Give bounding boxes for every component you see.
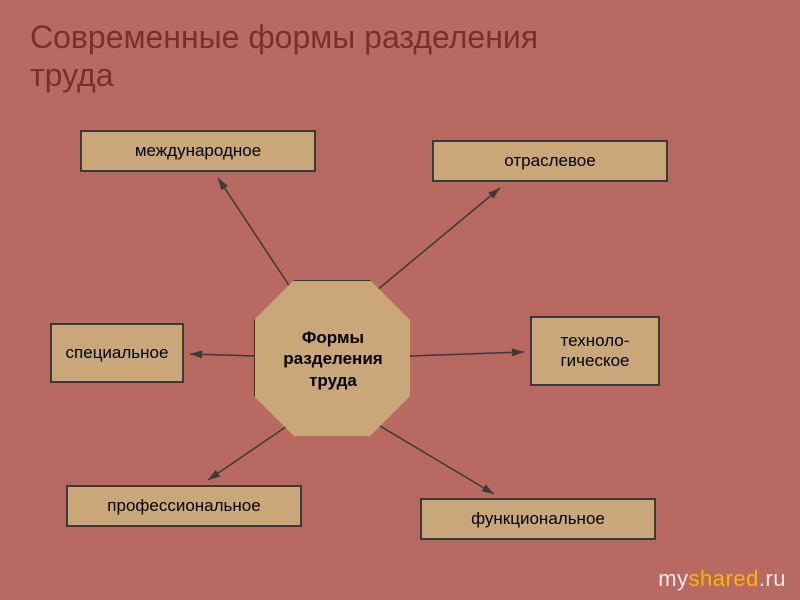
- box-special: специальное: [50, 323, 184, 383]
- box-label: отраслевое: [504, 151, 595, 171]
- box-professional: профессиональное: [66, 485, 302, 527]
- box-label: профессиональное: [107, 496, 260, 516]
- box-technological: техноло- гическое: [530, 316, 660, 386]
- center-label: Формы разделения труда: [283, 327, 382, 391]
- box-label: техноло- гическое: [560, 331, 629, 372]
- center-node: Формы разделения труда: [254, 280, 412, 438]
- box-sector: отраслевое: [432, 140, 668, 182]
- slide-title: Современные формы разделения труда: [30, 18, 538, 95]
- box-label: функциональное: [471, 509, 605, 529]
- watermark-a: my: [658, 566, 688, 591]
- watermark-b: shared: [689, 566, 759, 591]
- box-label: специальное: [66, 343, 169, 363]
- slide: Современные формы разделения труда Формы…: [0, 0, 800, 600]
- box-label: международное: [135, 141, 261, 161]
- watermark: myshared.ru: [658, 566, 786, 592]
- box-international: международное: [80, 130, 316, 172]
- box-functional: функциональное: [420, 498, 656, 540]
- watermark-c: .ru: [759, 566, 786, 591]
